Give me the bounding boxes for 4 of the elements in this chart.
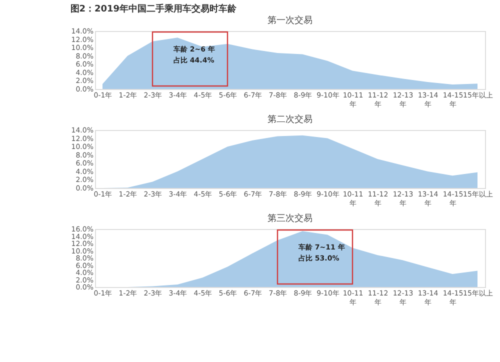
chart-title: 第三次交易 [268,213,312,224]
chart-title: 第二次交易 [268,114,312,125]
chart-subtitle: 第一次交易 [268,15,312,26]
chart-title: 图2：2019年中国二手乘用车交易时车龄 [70,4,238,14]
